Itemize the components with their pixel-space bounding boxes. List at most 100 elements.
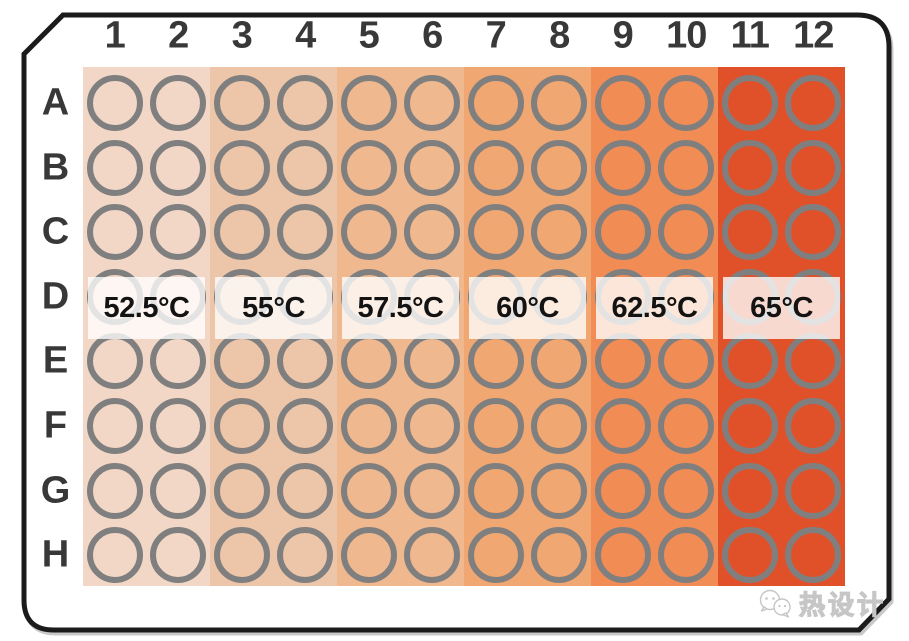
well-H11 — [721, 527, 778, 584]
well-F8 — [531, 398, 588, 454]
well-A7 — [467, 75, 524, 131]
column-header-11: 11 — [730, 14, 770, 57]
well-B11 — [721, 139, 778, 196]
well-B9 — [594, 139, 651, 196]
temperature-overlay-62.5°C: 62.5°C — [596, 277, 713, 339]
well-F11 — [721, 398, 778, 454]
column-header-5: 5 — [358, 14, 380, 57]
temperature-label: 65°C — [750, 291, 813, 324]
well-E7 — [467, 333, 524, 390]
column-header-7: 7 — [485, 14, 507, 57]
well-B12 — [785, 139, 842, 196]
column-header-3: 3 — [231, 14, 253, 57]
well-E8 — [531, 333, 588, 390]
well-F4 — [277, 398, 334, 454]
temperature-overlay-52.5°C: 52.5°C — [88, 277, 205, 339]
well-C8 — [531, 204, 588, 261]
temperature-overlay-60°C: 60°C — [469, 277, 586, 339]
column-header-8: 8 — [549, 14, 570, 57]
well-G2 — [150, 462, 207, 519]
well-C12 — [785, 204, 842, 261]
row-label-H: H — [41, 533, 69, 576]
well-G4 — [277, 462, 334, 519]
well-E2 — [150, 333, 207, 390]
column-header-6: 6 — [422, 14, 443, 57]
well-F2 — [150, 398, 207, 454]
well-C3 — [213, 204, 270, 261]
well-B5 — [340, 139, 397, 196]
well-B7 — [467, 139, 524, 196]
well-H4 — [277, 527, 334, 584]
well-G10 — [658, 462, 715, 519]
well-E12 — [785, 333, 842, 390]
well-A1 — [86, 75, 143, 131]
well-B8 — [531, 139, 588, 196]
well-G8 — [531, 462, 588, 519]
well-H7 — [467, 527, 524, 584]
well-C4 — [277, 204, 334, 261]
well-A4 — [277, 75, 334, 131]
temperature-overlay-65°C: 65°C — [723, 277, 840, 339]
row-label-G: G — [40, 469, 71, 512]
temperature-label: 62.5°C — [611, 291, 698, 324]
row-label-F: F — [43, 404, 67, 447]
well-F10 — [658, 398, 715, 454]
well-A5 — [340, 75, 397, 131]
well-E6 — [404, 333, 461, 390]
well-A3 — [213, 75, 270, 131]
well-F7 — [467, 398, 524, 454]
well-C7 — [467, 204, 524, 261]
well-A10 — [658, 75, 715, 131]
well-C11 — [721, 204, 778, 261]
well-H3 — [213, 527, 270, 584]
well-H5 — [340, 527, 397, 584]
well-F5 — [340, 398, 397, 454]
column-header-2: 2 — [168, 14, 189, 57]
well-A9 — [594, 75, 651, 131]
well-C5 — [340, 204, 397, 261]
temperature-label: 60°C — [496, 291, 559, 324]
well-C6 — [404, 204, 461, 261]
column-header-4: 4 — [295, 14, 316, 57]
well-G6 — [404, 462, 461, 519]
well-B1 — [86, 139, 143, 196]
well-A12 — [785, 75, 842, 131]
watermark-text: 热设计 — [798, 589, 887, 620]
well-A8 — [531, 75, 588, 131]
well-A11 — [721, 75, 778, 131]
row-label-B: B — [41, 146, 69, 189]
well-G7 — [467, 462, 524, 519]
well-F1 — [86, 398, 143, 454]
well-E3 — [213, 333, 270, 390]
well-E11 — [721, 333, 778, 390]
well-F9 — [594, 398, 651, 454]
well-H8 — [531, 527, 588, 584]
well-A2 — [150, 75, 207, 131]
well-H1 — [86, 527, 143, 584]
well-E1 — [86, 333, 143, 390]
well-H10 — [658, 527, 715, 584]
well-E10 — [658, 333, 715, 390]
well-B4 — [277, 139, 334, 196]
well-A6 — [404, 75, 461, 131]
well-B6 — [404, 139, 461, 196]
wechat-bubbles-icon — [759, 589, 791, 618]
well-G3 — [213, 462, 270, 519]
temperature-label: 55°C — [242, 291, 305, 324]
column-header-10: 10 — [666, 14, 707, 57]
watermark: 热设计 — [756, 585, 886, 622]
well-F3 — [213, 398, 270, 454]
well-G9 — [594, 462, 651, 519]
well-G5 — [340, 462, 397, 519]
temperature-overlay-57.5°C: 57.5°C — [342, 277, 459, 339]
well-E9 — [594, 333, 651, 390]
well-B3 — [213, 139, 270, 196]
column-header-9: 9 — [612, 14, 634, 57]
well-H12 — [785, 527, 842, 584]
well-H2 — [150, 527, 207, 584]
column-header-1: 1 — [104, 14, 126, 57]
row-label-A: A — [41, 81, 69, 124]
temperature-overlay-55°C: 55°C — [215, 277, 332, 339]
row-label-C: C — [41, 210, 69, 253]
